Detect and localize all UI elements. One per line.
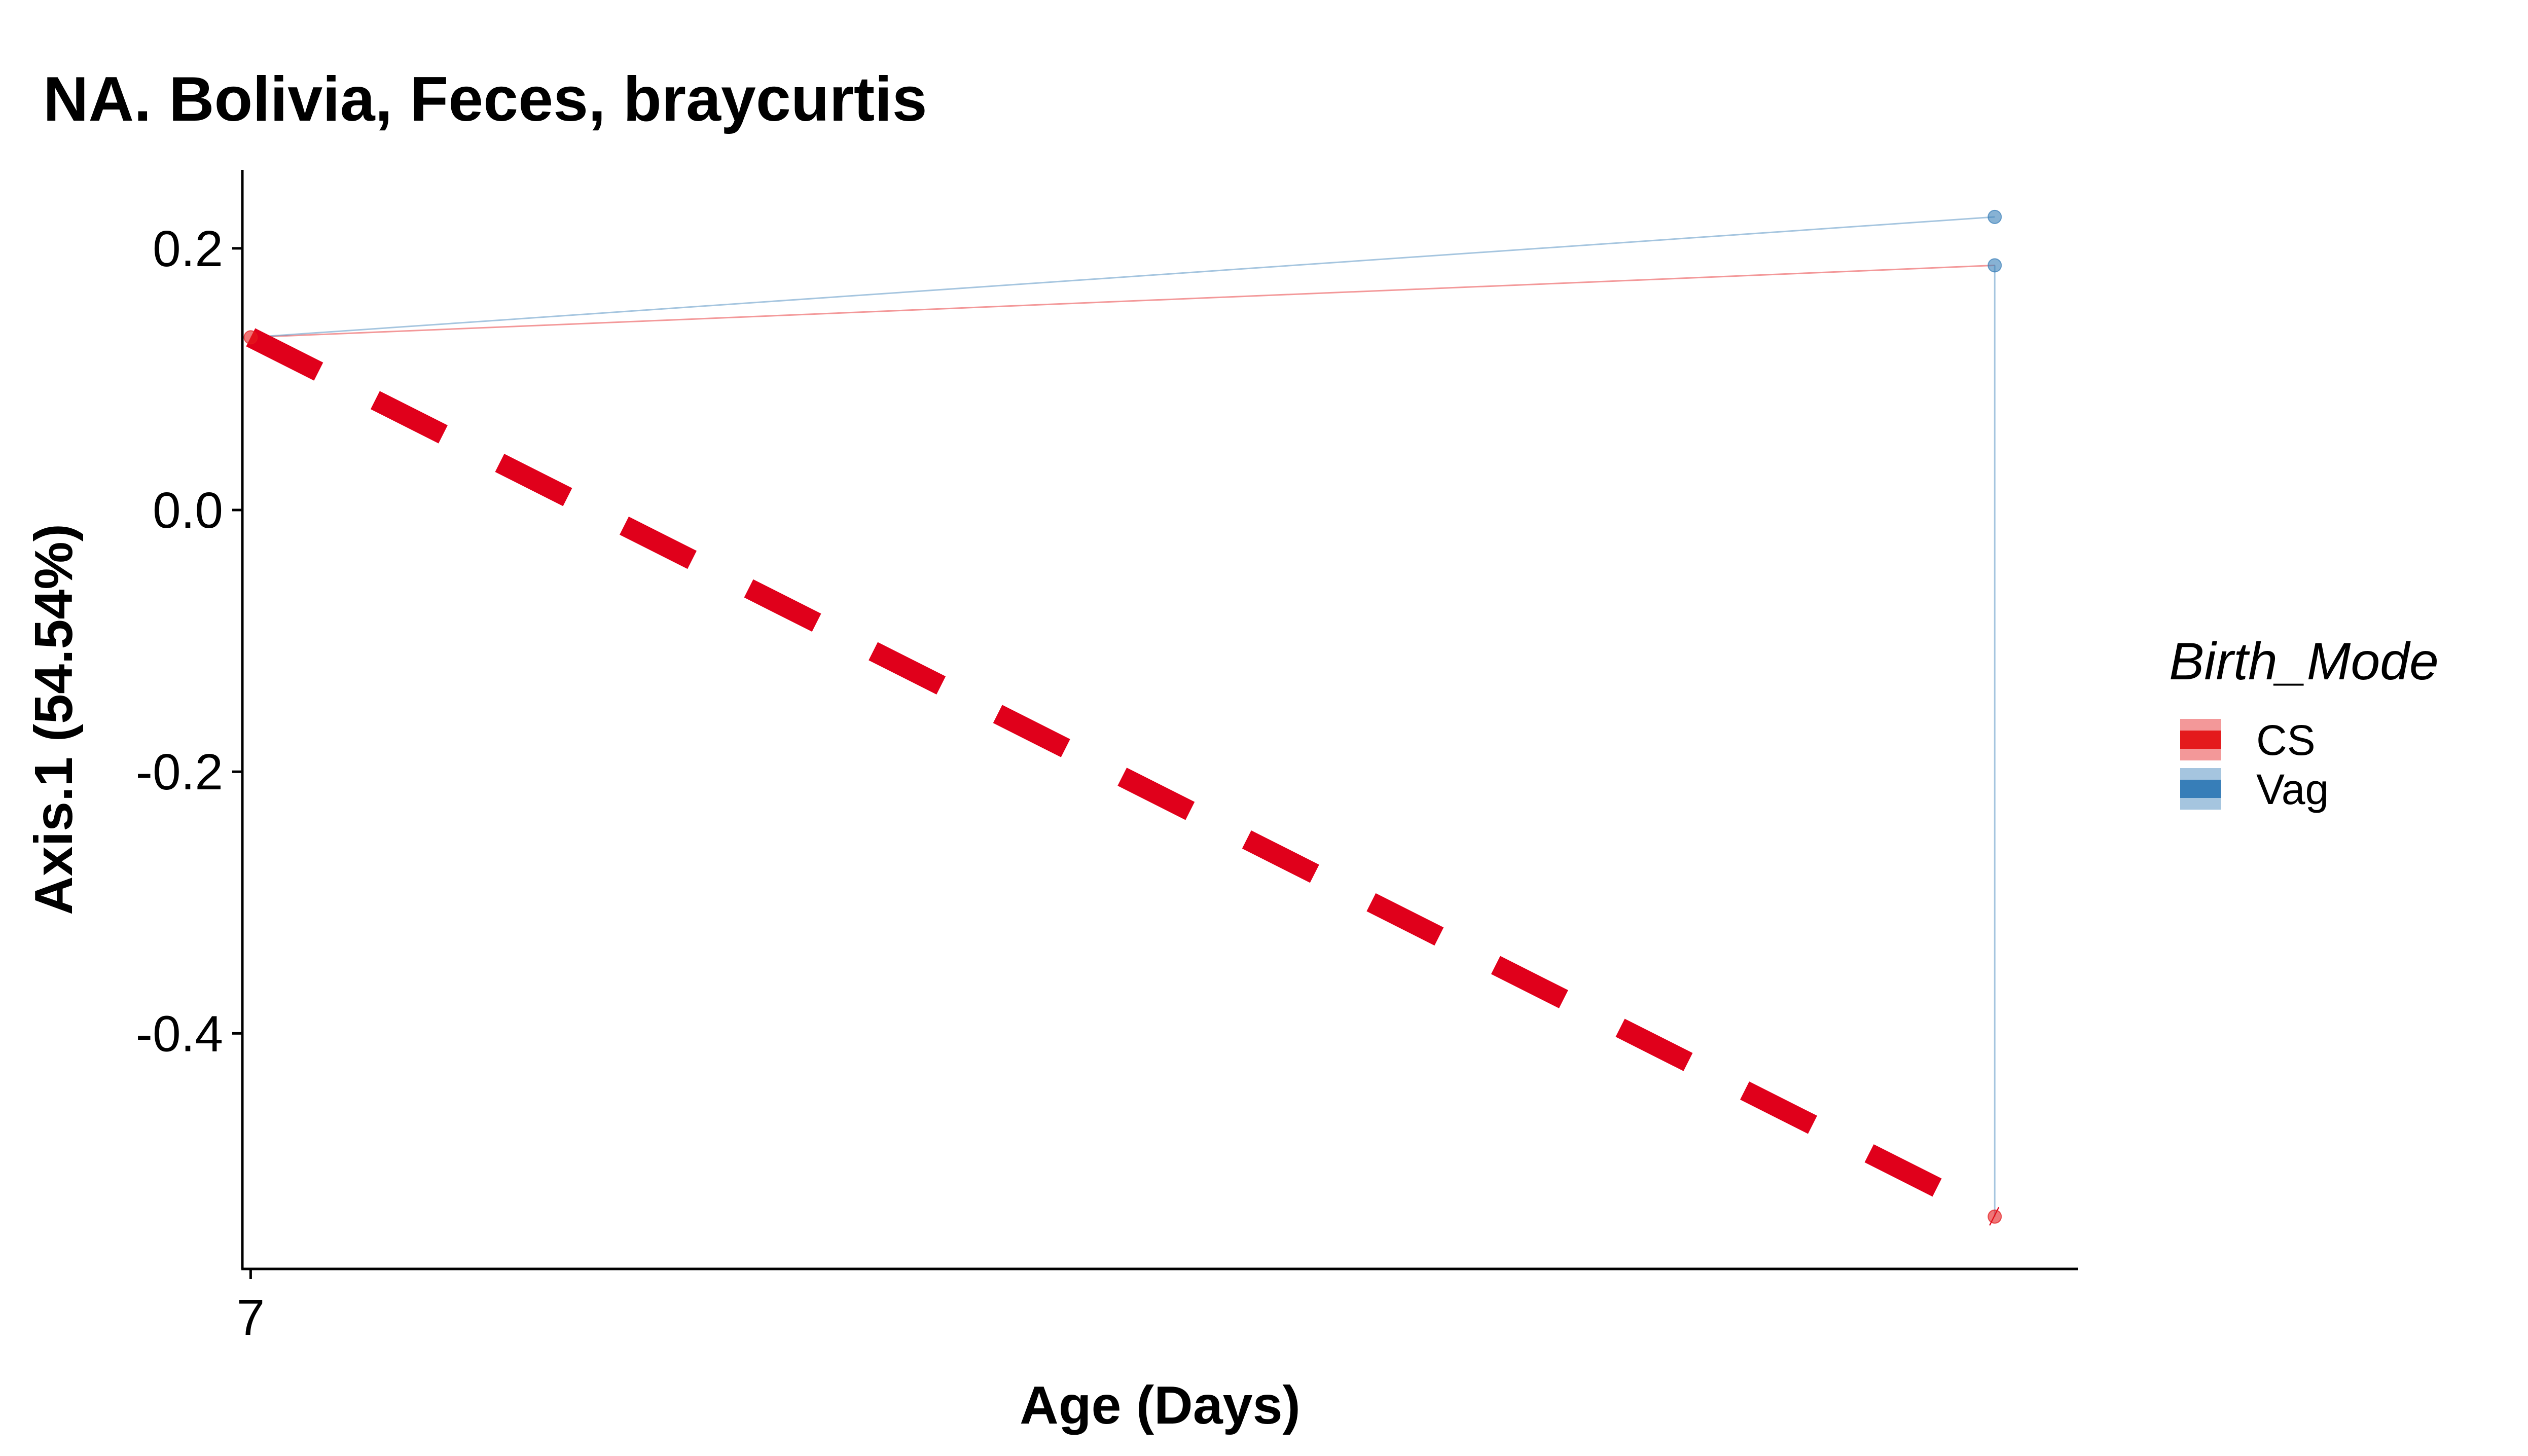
y-tick-label-1: 0.2 bbox=[153, 221, 223, 277]
data-point-vag-1 bbox=[1988, 209, 2002, 224]
trajectory-line-cs-1 bbox=[250, 264, 1995, 338]
trajectory-line-vag-1 bbox=[250, 216, 1995, 338]
x-tick-layer: 7 bbox=[237, 1269, 265, 1346]
data-point-cs-1 bbox=[243, 330, 258, 345]
plot-panel: 0.2 0.0 -0.2 -0.4 7 bbox=[136, 170, 2078, 1346]
point-layer bbox=[243, 209, 2002, 1224]
y-tick-layer: 0.2 0.0 -0.2 -0.4 bbox=[136, 221, 242, 1062]
legend-label-cs: CS bbox=[2256, 716, 2316, 764]
y-tick-label-3: -0.2 bbox=[136, 744, 223, 800]
x-axis-title: Age (Days) bbox=[1020, 1375, 1301, 1435]
legend-key-line-vag bbox=[2180, 780, 2221, 798]
trend-line-cs bbox=[246, 328, 2000, 1226]
chart-title: NA. Bolivia, Feces, braycurtis bbox=[43, 64, 927, 134]
data-point-cs-2 bbox=[1988, 1209, 2002, 1224]
legend-title: Birth_Mode bbox=[2169, 632, 2439, 691]
y-axis-title: Axis.1 (54.54%) bbox=[24, 524, 84, 915]
legend-label-vag: Vag bbox=[2256, 766, 2329, 813]
legend-key-line-cs bbox=[2180, 731, 2221, 749]
y-tick-label-4: -0.4 bbox=[136, 1005, 223, 1062]
trend-layer bbox=[246, 328, 2000, 1226]
data-point-vag-2 bbox=[1988, 258, 2002, 273]
trajectory-layer bbox=[250, 216, 1996, 1217]
x-tick-label-1: 7 bbox=[237, 1289, 265, 1346]
y-tick-label-2: 0.0 bbox=[153, 482, 223, 539]
